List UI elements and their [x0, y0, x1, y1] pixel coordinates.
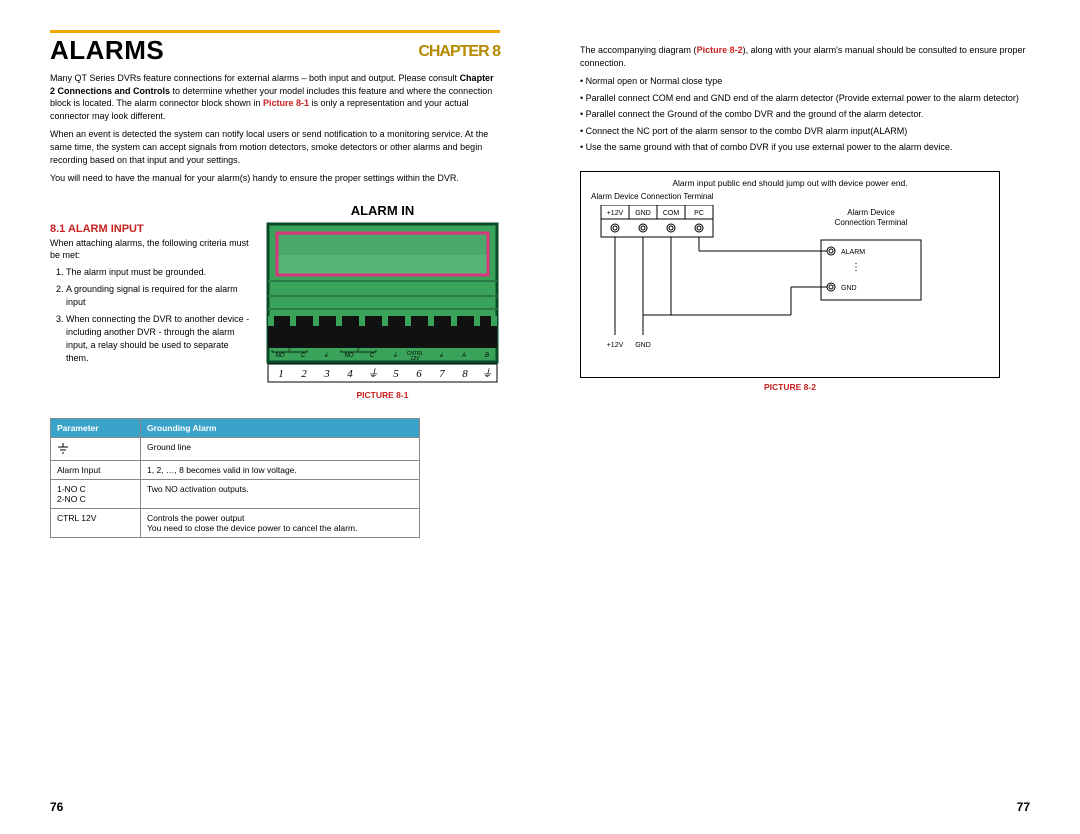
- table-cell: 1, 2, …, 8 becomes valid in low voltage.: [141, 460, 420, 479]
- svg-text:NO: NO: [345, 353, 354, 359]
- svg-text:2: 2: [356, 347, 360, 353]
- svg-text:⋮: ⋮: [851, 262, 861, 273]
- criteria-intro: When attaching alarms, the following cri…: [50, 237, 250, 262]
- intro-paragraph-3: You will need to have the manual for you…: [50, 172, 500, 185]
- right-box-label: Alarm DeviceConnection Terminal: [835, 208, 908, 227]
- table-cell: [51, 437, 141, 460]
- bullet-item: Parallel connect COM end and GND end of …: [580, 92, 1030, 106]
- svg-text:NO: NO: [276, 353, 285, 359]
- criteria-item: When connecting the DVR to another devic…: [66, 313, 250, 365]
- svg-text:1: 1: [278, 368, 284, 380]
- table-cell: Ground line: [141, 437, 420, 460]
- table-header: Parameter: [51, 418, 141, 437]
- criteria-item: The alarm input must be grounded.: [66, 266, 250, 279]
- svg-text:PC: PC: [694, 210, 704, 217]
- svg-text:+12V: +12V: [607, 342, 624, 349]
- svg-text:A: A: [461, 353, 466, 359]
- bullet-item: Connect the NC port of the alarm sensor …: [580, 125, 1030, 139]
- svg-text:COM: COM: [663, 210, 680, 217]
- svg-text:⏚: ⏚: [438, 352, 444, 359]
- table-cell: Alarm Input: [51, 460, 141, 479]
- table-cell: Controls the power output You need to cl…: [141, 508, 420, 537]
- table-row: CTRL 12V Controls the power output You n…: [51, 508, 420, 537]
- connection-bullets: Normal open or Normal close type Paralle…: [580, 75, 1030, 155]
- table-header-row: Parameter Grounding Alarm: [51, 418, 420, 437]
- alarm-in-label: ALARM IN: [265, 203, 500, 218]
- svg-text:6: 6: [416, 368, 422, 380]
- alarm-input-section: 8.1 ALARM INPUT When attaching alarms, t…: [50, 203, 500, 400]
- svg-text:B: B: [485, 353, 489, 359]
- svg-text:⏚: ⏚: [323, 352, 329, 359]
- bullet-item: Normal open or Normal close type: [580, 75, 1030, 89]
- connector-figure: ALARM IN: [265, 203, 500, 400]
- svg-text:7: 7: [439, 368, 445, 380]
- svg-text:4: 4: [347, 368, 353, 380]
- picture-ref: Picture 8-1: [263, 98, 309, 108]
- chapter-title: ALARMS: [50, 35, 164, 66]
- svg-text:+12V: +12V: [607, 210, 624, 217]
- table-cell: 1-NO C 2-NO C: [51, 479, 141, 508]
- table-row: Ground line: [51, 437, 420, 460]
- svg-text:⏚: ⏚: [482, 368, 493, 380]
- right-intro: The accompanying diagram (Picture 8-2), …: [580, 44, 1030, 69]
- bullet-item: Parallel connect the Ground of the combo…: [580, 108, 1030, 122]
- svg-text:12V: 12V: [411, 356, 421, 362]
- intro-paragraph-1: Many QT Series DVRs feature connections …: [50, 72, 500, 122]
- diagram-note: Alarm input public end should jump out w…: [591, 178, 989, 188]
- page-number: 77: [1017, 800, 1030, 814]
- header-rule: [50, 30, 500, 33]
- picture-caption-2: PICTURE 8-2: [580, 382, 1000, 392]
- page-right: The accompanying diagram (Picture 8-2), …: [540, 0, 1080, 834]
- diagram-subtitle: Alarm Device Connection Terminal: [591, 192, 989, 201]
- svg-text:5: 5: [393, 368, 399, 380]
- svg-text:2: 2: [301, 368, 307, 380]
- wiring-diagram: Alarm input public end should jump out w…: [580, 171, 1000, 378]
- svg-text:C: C: [370, 353, 375, 359]
- page-number: 76: [50, 800, 63, 814]
- picture-caption-1: PICTURE 8-1: [265, 390, 500, 400]
- page-left: ALARMS CHAPTER 8 Many QT Series DVRs fea…: [0, 0, 540, 834]
- table-header: Grounding Alarm: [141, 418, 420, 437]
- svg-text:1: 1: [288, 347, 291, 353]
- parameter-table: Parameter Grounding Alarm Ground line Al…: [50, 418, 420, 538]
- alarm-input-text: 8.1 ALARM INPUT When attaching alarms, t…: [50, 203, 250, 400]
- intro-text: Many QT Series DVRs feature connections …: [50, 73, 460, 83]
- svg-text:GND: GND: [635, 342, 651, 349]
- svg-text:3: 3: [323, 368, 330, 380]
- connector-diagram: NO C ⏚ NO C ⏚ CNTRL 12V ⏚ A B 1 2: [265, 221, 500, 386]
- ground-icon: [57, 442, 69, 454]
- svg-text:GND: GND: [635, 210, 651, 217]
- port-row: [268, 316, 497, 348]
- criteria-list: The alarm input must be grounded. A grou…: [50, 266, 250, 365]
- criteria-item: A grounding signal is required for the a…: [66, 283, 250, 309]
- intro-text: The accompanying diagram (: [580, 45, 697, 55]
- svg-text:ALARM: ALARM: [841, 249, 865, 256]
- table-cell: Two NO activation outputs.: [141, 479, 420, 508]
- picture-ref: Picture 8-2: [697, 45, 743, 55]
- table-row: Alarm Input 1, 2, …, 8 becomes valid in …: [51, 460, 420, 479]
- svg-text:8: 8: [462, 368, 468, 380]
- svg-text:GND: GND: [841, 285, 857, 292]
- bullet-item: Use the same ground with that of combo D…: [580, 141, 1030, 155]
- svg-text:⏚: ⏚: [392, 352, 398, 359]
- svg-text:C: C: [301, 353, 306, 359]
- svg-text:⏚: ⏚: [368, 368, 379, 380]
- table-row: 1-NO C 2-NO C Two NO activation outputs.: [51, 479, 420, 508]
- table-cell: CTRL 12V: [51, 508, 141, 537]
- wiring-svg: +12V GND COM PC ALARM ⋮: [591, 205, 989, 365]
- chapter-number: CHAPTER 8: [418, 43, 500, 61]
- intro-paragraph-2: When an event is detected the system can…: [50, 128, 500, 166]
- section-heading: 8.1 ALARM INPUT: [50, 223, 250, 235]
